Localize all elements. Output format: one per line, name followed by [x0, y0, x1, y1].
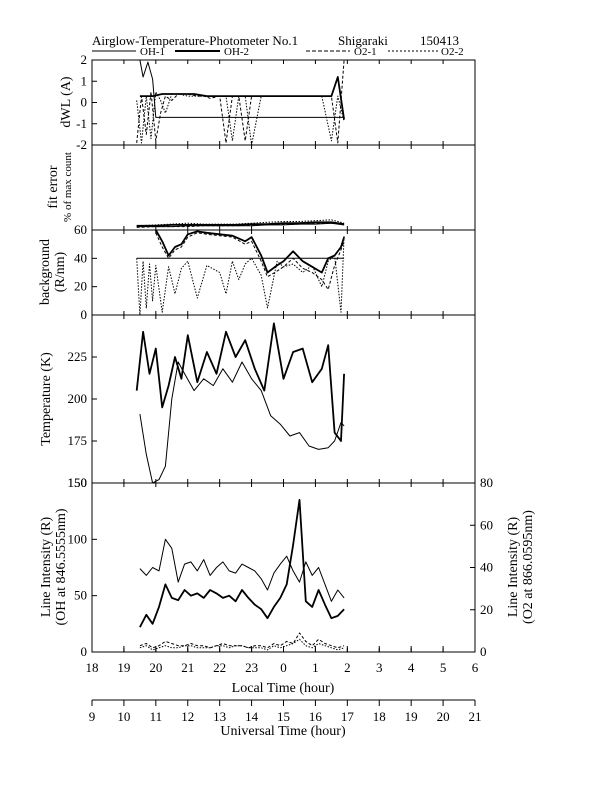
panel-frame-background	[91, 229, 476, 316]
ylabel-background-sub: (R/nm)	[53, 251, 68, 292]
chart-date: 150413	[420, 33, 459, 48]
series-line-intensity-o2-1	[139, 632, 345, 649]
ylabel-background-group: background (R/nm)	[38, 239, 68, 305]
y-tick-label-dwl: -2	[76, 137, 87, 152]
series-line-temperature-oh-1	[139, 361, 345, 484]
ylabel-intensity: Line Intensity (R)	[39, 517, 54, 618]
x-tick-label-local: 22	[213, 660, 226, 675]
legend-label-o2-1: O2-1	[354, 46, 377, 58]
x-tick-label-universal: 9	[89, 709, 96, 724]
y-tick-label-temperature: 225	[68, 349, 88, 364]
x-tick-label-universal: 20	[437, 709, 450, 724]
x-tick-label-local: 23	[245, 660, 258, 675]
series-line-dwl-oh-2	[139, 76, 345, 120]
x-tick-label-universal: 18	[373, 709, 386, 724]
panel-frame-temperature	[91, 314, 476, 484]
ylabel-temperature: Temperature (K)	[39, 352, 54, 446]
ylabel-temperature-group: Temperature (K)	[39, 352, 54, 446]
legend-label-oh-1: OH-1	[140, 46, 165, 58]
series-line-background-oh-2	[155, 229, 345, 274]
y-tick-label-intensity: 100	[68, 531, 88, 546]
x-tick-label-local: 5	[440, 660, 447, 675]
y-tick-label-dwl: -1	[76, 116, 87, 131]
y-tick-label-intensity: 50	[74, 588, 87, 603]
y-tick-label-background: 60	[74, 222, 87, 237]
x-tick-label-local: 6	[472, 660, 479, 675]
y-tick-label-background: 20	[74, 279, 87, 294]
x-tick-label-local: 4	[408, 660, 415, 675]
y-tick-label-intensity: 150	[68, 475, 88, 490]
y-tick-label-temperature: 150	[68, 475, 88, 490]
ylabel-intensity-right-sub: (O2 at 866.0595nm)	[521, 510, 536, 624]
chart-dynamic-layer: 18 19 20 21 22 23 0 1 2 3 4 5 69 10 11 12 13 14 15 16 17 18 19…	[68, 52, 494, 724]
xlabel-local: Local Time (hour)	[232, 681, 335, 696]
series-line-fit-oh-2	[136, 221, 345, 227]
x-tick-label-local: 19	[117, 660, 130, 675]
series-line-dwl-oh-1	[139, 59, 345, 118]
series-line-intensity-oh-2	[139, 498, 345, 628]
legend-label-oh-2: OH-2	[224, 46, 249, 58]
x-tick-label-local: 0	[280, 660, 287, 675]
x-tick-label-local: 18	[86, 660, 99, 675]
ylabel-intensity-sub: (OH at 846.5555nm)	[54, 508, 69, 625]
x-tick-label-universal: 21	[469, 709, 482, 724]
ylabel-fit-sub: % of max count	[62, 152, 74, 222]
y-tick-label-dwl: 2	[81, 52, 88, 67]
y-tick-label-right-intensity: 40	[480, 560, 493, 575]
x-tick-label-universal: 10	[117, 709, 130, 724]
y-tick-label-right-intensity: 0	[480, 644, 487, 659]
y-tick-label-background: 40	[74, 250, 87, 265]
x-tick-label-universal: 16	[309, 709, 323, 724]
y-tick-label-right-intensity: 20	[480, 602, 493, 617]
series-line-background-o2-2	[136, 235, 345, 316]
y-tick-label-dwl: 0	[81, 95, 88, 110]
x-tick-label-local: 3	[376, 660, 383, 675]
ylabel-intensity-right: Line Intensity (R)	[506, 517, 521, 618]
ylabel-background: background	[38, 239, 53, 305]
x-tick-label-universal: 11	[150, 709, 163, 724]
x-tick-label-local: 1	[312, 660, 319, 675]
chart-title: Airglow-Temperature-Photometer No.1	[92, 33, 298, 48]
ylabel-fit: fit error	[46, 165, 61, 208]
x-tick-label-local: 2	[344, 660, 351, 675]
y-tick-label-right-intensity: 80	[480, 475, 493, 490]
x-tick-label-universal: 17	[341, 709, 355, 724]
panel-frame-fit	[91, 144, 476, 231]
series-line-fit-o2-1	[136, 222, 345, 228]
series-line-intensity-o2-2	[139, 638, 345, 651]
x-tick-label-universal: 13	[213, 709, 226, 724]
y-tick-label-temperature: 200	[68, 391, 88, 406]
xlabel-universal: Universal Time (hour)	[220, 724, 346, 739]
x-tick-label-universal: 19	[405, 709, 418, 724]
y-tick-label-right-intensity: 60	[480, 517, 493, 532]
y-tick-label-temperature: 175	[68, 433, 88, 448]
ylabel-dwl-group: dWL (A)	[59, 76, 74, 128]
y-tick-label-dwl: 1	[81, 73, 88, 88]
series-line-background-o2-1	[155, 232, 345, 290]
legend: OH-1 OH-2 O2-1 O2-2	[92, 46, 464, 58]
x-tick-label-universal: 15	[277, 709, 290, 724]
x-tick-label-universal: 14	[245, 709, 259, 724]
legend-label-o2-2: O2-2	[441, 46, 464, 58]
series-line-dwl-o2-2	[136, 91, 345, 146]
series-line-dwl-o2-1	[136, 59, 345, 144]
y-tick-label-background: 0	[81, 307, 88, 322]
panel-frame-intensity	[91, 482, 476, 653]
ylabel-dwl: dWL (A)	[59, 76, 74, 128]
ylabel-intensity-group: Line Intensity (R) (OH at 846.5555nm)	[39, 508, 69, 625]
series-line-temperature-oh-2	[135, 322, 345, 442]
x-tick-label-local: 20	[149, 660, 162, 675]
chart-site: Shigaraki	[338, 33, 388, 48]
x-tick-label-universal: 12	[181, 709, 194, 724]
ylabel-intensity-right-group: Line Intensity (R) (O2 at 866.0595nm)	[506, 510, 536, 624]
series-line-intensity-oh-1	[139, 538, 345, 602]
ylabel-fit-group: fit error % of max count	[46, 152, 74, 222]
x-tick-label-local: 21	[181, 660, 194, 675]
y-tick-label-intensity: 0	[81, 644, 88, 659]
